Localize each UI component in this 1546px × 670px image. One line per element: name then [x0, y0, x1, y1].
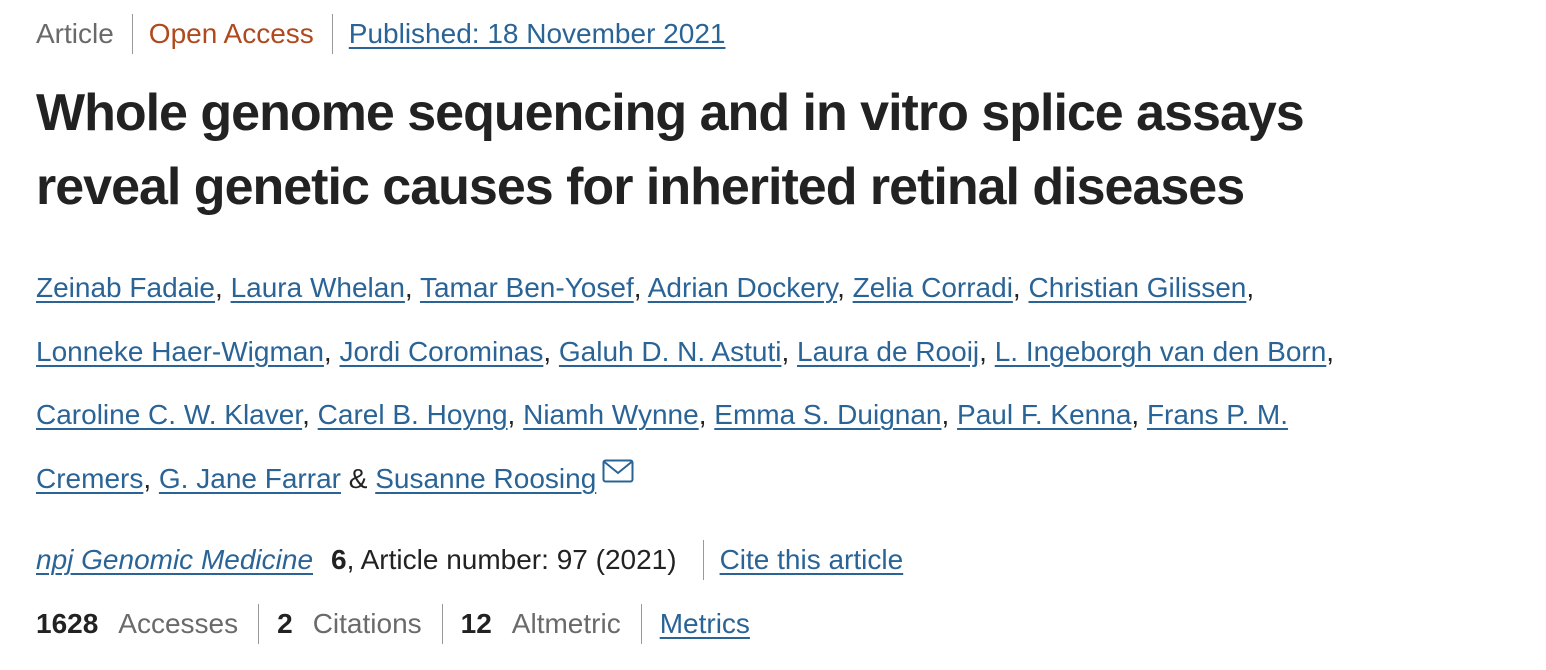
comma: , — [698, 399, 707, 430]
comma: , — [941, 399, 950, 430]
published-date-link[interactable]: Published: 18 November 2021 — [348, 18, 726, 49]
author-link[interactable]: Susanne Roosing — [375, 462, 597, 494]
comma: , — [781, 335, 790, 367]
ampersand: & — [348, 462, 368, 494]
mail-icon[interactable] — [602, 442, 634, 506]
article-title-line: reveal genetic causes for inherited reti… — [36, 158, 1245, 216]
author-link[interactable]: Galuh D. N. Astuti — [558, 335, 782, 367]
author-link[interactable]: Lonneke Haer-Wigman — [36, 335, 324, 367]
author-link[interactable]: Zeinab Fadaie — [36, 272, 216, 303]
author-link[interactable]: Frans P. M. — [1146, 399, 1289, 430]
metrics-bar: 1628 Accesses 2 Citations 12 Altmetric M… — [36, 604, 750, 644]
comma: , — [323, 335, 332, 367]
author-list: Zeinab Fadaie, Laura Whelan, Tamar Ben-Y… — [36, 256, 1536, 510]
comma: , — [507, 399, 516, 430]
author-row: Cremers, G. Jane Farrar & Susanne Roosin… — [36, 447, 1536, 511]
comma: , — [979, 335, 987, 367]
article-number: , Article number: 97 (2021) — [346, 544, 677, 575]
altmetric-label: Altmetric — [511, 608, 621, 639]
comma: , — [1012, 272, 1021, 303]
author-link[interactable]: Adrian Dockery — [647, 272, 838, 303]
article-title: Whole genome sequencing and in vitro spl… — [36, 76, 1516, 224]
author-link[interactable]: Paul F. Kenna — [957, 399, 1132, 430]
citations-label: Citations — [312, 608, 422, 639]
accesses-count: 1628 — [36, 608, 99, 639]
comma: , — [215, 272, 223, 303]
citations-count: 2 — [277, 608, 293, 639]
divider — [331, 14, 333, 54]
divider — [441, 604, 443, 644]
author-link[interactable]: Laura de Rooij — [797, 335, 980, 367]
comma: , — [633, 272, 642, 303]
author-row: Caroline C. W. Klaver, Carel B. Hoyng, N… — [36, 383, 1536, 447]
comma: , — [837, 272, 845, 303]
article-title-line: Whole genome sequencing and in vitro spl… — [36, 84, 1305, 142]
divider — [702, 540, 704, 580]
author-link[interactable]: Christian Gilissen — [1028, 272, 1247, 303]
author-link[interactable]: Carel B. Hoyng — [317, 399, 508, 430]
journal-link[interactable]: npj Genomic Medicine — [36, 544, 314, 575]
citation-line: npj Genomic Medicine 6 , Article number:… — [36, 540, 903, 580]
divider — [640, 604, 642, 644]
comma: , — [1246, 272, 1255, 303]
volume-number: 6 — [331, 544, 347, 575]
altmetric-count: 12 — [460, 608, 492, 639]
author-row: Lonneke Haer-Wigman, Jordi Corominas, Ga… — [36, 320, 1536, 384]
comma: , — [404, 272, 413, 303]
divider — [131, 14, 133, 54]
divider — [258, 604, 260, 644]
author-link[interactable]: Laura Whelan — [230, 272, 405, 303]
metrics-link[interactable]: Metrics — [659, 608, 750, 639]
author-link[interactable]: Cremers — [36, 462, 144, 494]
article-meta: Article Open Access Published: 18 Novemb… — [36, 14, 725, 54]
author-link[interactable]: G. Jane Farrar — [158, 462, 341, 494]
comma: , — [543, 335, 552, 367]
author-link[interactable]: Zelia Corradi — [852, 272, 1013, 303]
author-link[interactable]: Emma S. Duignan — [714, 399, 942, 430]
cite-this-article-link[interactable]: Cite this article — [719, 544, 904, 575]
author-link[interactable]: Caroline C. W. Klaver — [36, 399, 303, 430]
open-access-badge: Open Access — [148, 18, 314, 49]
author-link[interactable]: Niamh Wynne — [523, 399, 699, 430]
author-row: Zeinab Fadaie, Laura Whelan, Tamar Ben-Y… — [36, 256, 1536, 320]
accesses-label: Accesses — [118, 608, 239, 639]
comma: , — [143, 462, 152, 494]
author-link[interactable]: Tamar Ben-Yosef — [419, 272, 634, 303]
author-link[interactable]: Jordi Corominas — [339, 335, 544, 367]
author-link[interactable]: L. Ingeborgh van den Born — [994, 335, 1327, 367]
comma: , — [1131, 399, 1140, 430]
comma: , — [1326, 335, 1335, 367]
article-type: Article — [36, 18, 114, 49]
comma: , — [302, 399, 310, 430]
